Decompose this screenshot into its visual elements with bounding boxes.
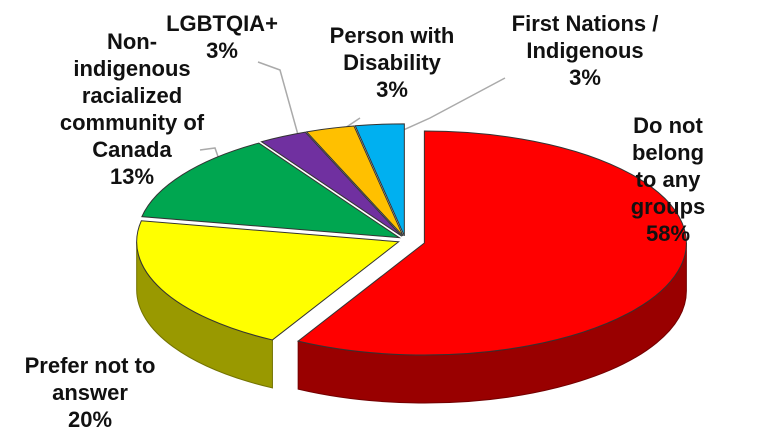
value-label: 3% [206,38,238,63]
data-label: Prefer not to answer 20% [25,352,156,433]
data-label: LGBTQIA+ 3% [166,10,278,64]
slice [354,123,405,237]
slice [305,125,404,237]
data-label: Person with Disability 3% [330,22,455,103]
category-label: Prefer not to answer [24,353,156,405]
value-label: 3% [376,77,408,102]
data-label: Do not belong to any groups 58% [615,112,722,247]
category-label: LGBTQIA+ [166,11,278,36]
slice [136,220,400,341]
category-label: First Nations / Indigenous [511,11,659,63]
category-label: Person with Disability [329,23,455,75]
data-label: First Nations / Indigenous 3% [512,10,659,91]
leader-line [257,61,301,143]
slice [297,130,687,356]
slice [260,131,403,237]
value-label: 3% [569,65,601,90]
category-label: Non- indigenous racialized community of … [59,29,205,162]
value-label: 13% [109,164,155,189]
value-label: 58% [645,221,691,246]
value-label: 20% [67,407,113,432]
slice [141,142,402,239]
category-label: Do not belong to any groups [630,113,706,219]
data-label: Non- indigenous racialized community of … [60,28,204,190]
